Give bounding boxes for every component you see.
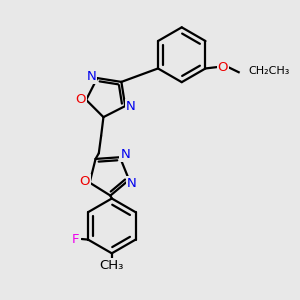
Text: N: N bbox=[87, 70, 96, 83]
Text: O: O bbox=[79, 175, 90, 188]
Text: N: N bbox=[127, 177, 137, 190]
Text: F: F bbox=[72, 232, 80, 245]
Text: O: O bbox=[76, 93, 86, 106]
Text: N: N bbox=[125, 100, 135, 113]
Text: CH₂CH₃: CH₂CH₃ bbox=[248, 66, 289, 76]
Text: CH₃: CH₃ bbox=[100, 259, 124, 272]
Text: O: O bbox=[218, 61, 228, 74]
Text: N: N bbox=[120, 148, 130, 161]
